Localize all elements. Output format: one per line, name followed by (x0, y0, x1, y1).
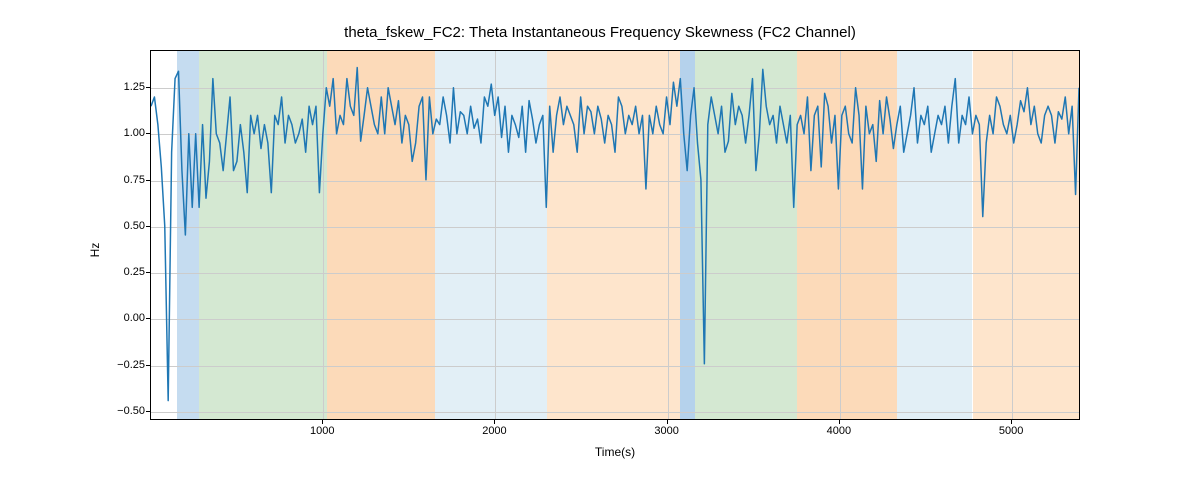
line-series (151, 51, 1079, 419)
x-tick-marks (150, 420, 1080, 425)
x-tick-label: 3000 (654, 425, 678, 437)
chart-figure: theta_fskew_FC2: Theta Instantaneous Fre… (0, 0, 1200, 500)
x-tick-label: 2000 (482, 425, 506, 437)
x-tick-label: 5000 (999, 425, 1023, 437)
chart-title: theta_fskew_FC2: Theta Instantaneous Fre… (0, 24, 1200, 41)
x-axis-label: Time(s) (150, 445, 1080, 459)
data-line (151, 68, 1079, 401)
x-tick-label: 4000 (827, 425, 851, 437)
x-tick-label: 1000 (310, 425, 334, 437)
plot-area (150, 50, 1080, 420)
y-tick-marks (0, 50, 150, 420)
